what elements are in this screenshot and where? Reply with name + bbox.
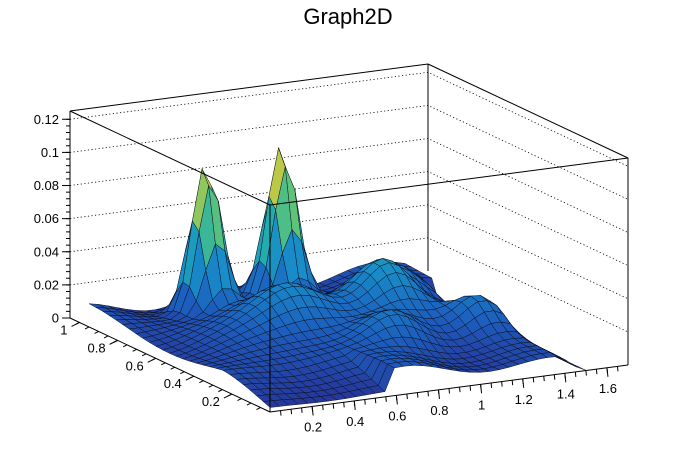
x-minor-tick bbox=[543, 376, 545, 382]
surface-cell bbox=[569, 363, 587, 371]
x-minor-tick bbox=[343, 402, 345, 408]
y-tick-label: 0.6 bbox=[126, 358, 144, 373]
y-minor-tick bbox=[170, 366, 175, 370]
x-minor-tick bbox=[490, 382, 493, 389]
x-minor-tick bbox=[606, 367, 608, 373]
y-tick-label: 1 bbox=[60, 322, 67, 337]
x-tick-label: 1.4 bbox=[557, 386, 575, 401]
y-minor-tick bbox=[227, 393, 233, 397]
x-tick-label: 1 bbox=[478, 397, 485, 412]
x-minor-tick bbox=[353, 400, 356, 406]
x-minor-tick bbox=[564, 373, 566, 379]
y-minor-tick bbox=[218, 389, 223, 393]
y-minor-tick bbox=[94, 330, 99, 334]
z-tick-label: 0.1 bbox=[41, 145, 59, 160]
frame-edge bbox=[427, 63, 629, 159]
x-minor-tick bbox=[511, 380, 514, 386]
x-minor-tick bbox=[322, 405, 324, 411]
y-tick-label: 0.2 bbox=[202, 394, 220, 409]
x-tick-label: 0.4 bbox=[346, 414, 364, 429]
y-minor-tick bbox=[189, 375, 195, 379]
x-minor-tick bbox=[595, 369, 598, 375]
x-minor-tick bbox=[385, 396, 387, 402]
y-minor-tick bbox=[75, 322, 80, 325]
y-minor-tick bbox=[141, 353, 147, 357]
surface-layer bbox=[88, 147, 587, 408]
y-minor-tick bbox=[132, 348, 137, 352]
y-minor-tick bbox=[180, 371, 185, 375]
x-minor-tick bbox=[585, 370, 587, 376]
x-minor-tick bbox=[374, 398, 377, 404]
x-minor-tick bbox=[437, 389, 440, 395]
x-minor-tick bbox=[290, 409, 293, 415]
x-minor-tick bbox=[364, 399, 366, 405]
y-minor-tick bbox=[237, 398, 242, 402]
frame-edge bbox=[69, 317, 271, 413]
y-minor-tick bbox=[113, 339, 118, 343]
x-tick-label: 0.2 bbox=[304, 419, 322, 434]
y-minor-tick bbox=[84, 326, 90, 330]
x-minor-tick bbox=[427, 391, 429, 397]
y-minor-tick bbox=[208, 384, 214, 388]
x-tick-label: 1.6 bbox=[599, 381, 617, 396]
x-minor-tick bbox=[616, 366, 619, 372]
x-minor-tick bbox=[501, 381, 503, 387]
z-tick-label: 0.04 bbox=[34, 244, 59, 259]
y-minor-tick bbox=[103, 335, 109, 339]
x-minor-tick bbox=[532, 377, 535, 383]
x-minor-tick bbox=[522, 378, 524, 384]
frame-edge bbox=[69, 63, 429, 112]
x-minor-tick bbox=[332, 403, 335, 409]
x-minor-tick bbox=[395, 395, 398, 401]
x-minor-tick bbox=[416, 392, 419, 398]
z-grid-line bbox=[69, 104, 629, 200]
z-tick-label: 0.12 bbox=[34, 112, 59, 127]
x-minor-tick bbox=[301, 407, 303, 413]
y-minor-tick bbox=[246, 402, 252, 406]
x-tick-label: 1.2 bbox=[515, 392, 533, 407]
y-minor-tick bbox=[151, 357, 156, 361]
z-tick-label: 0 bbox=[52, 311, 59, 326]
z-grid-line bbox=[69, 71, 629, 167]
x-minor-tick bbox=[480, 384, 482, 390]
frame-edge bbox=[269, 157, 629, 206]
axis-layer: 0 0.02 0.04 0.06 0.08 0.1 0.12 0.2 0.4 0.6 0.8 1 0.2… bbox=[34, 112, 619, 434]
x-minor-tick bbox=[459, 387, 461, 393]
y-minor-tick bbox=[161, 362, 166, 366]
y-tick-label: 0.8 bbox=[88, 340, 106, 355]
x-minor-tick bbox=[469, 385, 472, 391]
z-tick-label: 0.06 bbox=[34, 211, 59, 226]
x-minor-tick bbox=[311, 406, 314, 412]
z-grid-line bbox=[69, 138, 629, 233]
z-grid-line bbox=[69, 171, 629, 266]
z-tick-label: 0.08 bbox=[34, 178, 59, 193]
x-tick-label: 0.6 bbox=[388, 408, 406, 423]
z-tick-label: 0.02 bbox=[34, 277, 59, 292]
x-minor-tick bbox=[406, 393, 408, 400]
x-tick-label: 0.8 bbox=[430, 403, 448, 418]
y-tick-label: 0.4 bbox=[164, 376, 182, 391]
y-minor-tick bbox=[199, 380, 204, 384]
x-minor-tick bbox=[280, 410, 282, 416]
x-minor-tick bbox=[553, 374, 556, 380]
frame-edge bbox=[69, 110, 271, 206]
y-minor-tick bbox=[256, 407, 261, 410]
x-minor-tick bbox=[448, 388, 450, 394]
chart-title: Graph2D bbox=[303, 4, 392, 29]
frame-layer bbox=[69, 63, 629, 413]
y-minor-tick bbox=[122, 344, 128, 348]
x-minor-tick bbox=[574, 371, 577, 377]
